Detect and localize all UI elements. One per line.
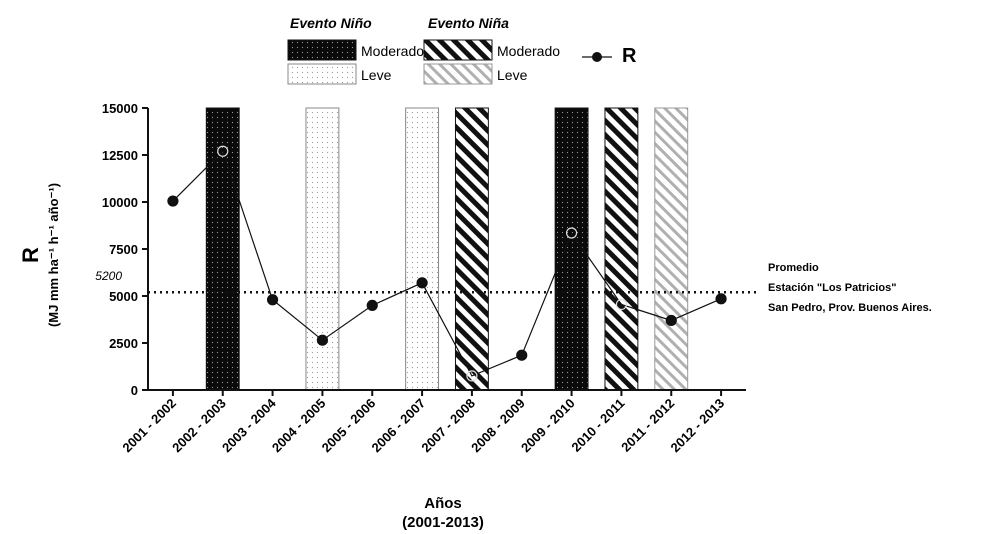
x-axis-subtitle: (2001-2013): [402, 514, 484, 531]
legend: Evento Niño Evento Niña Moderado Leve Mo…: [287, 15, 637, 85]
y-tick-label: 2500: [109, 336, 138, 351]
data-point: [516, 349, 528, 361]
data-point: [715, 293, 727, 305]
data-point: [366, 299, 378, 311]
legend-swatch-nino-leve: [287, 63, 357, 85]
event-bar-nino-moderado: [205, 107, 240, 391]
legend-nina-title: Evento Niña: [428, 15, 509, 31]
reference-note-line-2: Estación "Los Patricios": [768, 282, 896, 294]
y-tick-label: 15000: [102, 101, 138, 116]
y-tick-label: 7500: [109, 242, 138, 257]
event-bar-nina-leve: [654, 107, 689, 391]
legend-swatch-nina-moderado: [423, 39, 493, 61]
y-axis-units: (MJ mm ha⁻¹ h⁻¹ año⁻¹): [46, 183, 61, 327]
event-bar-nina-moderado: [454, 107, 489, 391]
series-r: [167, 145, 727, 382]
legend-series-label: R: [622, 45, 637, 67]
legend-label-nina-leve: Leve: [497, 67, 528, 83]
data-point: [466, 370, 478, 382]
legend-label-nino-leve: Leve: [361, 67, 392, 83]
reference-line-label: 5200: [95, 269, 122, 283]
reference-line-group: 5200: [95, 269, 760, 294]
data-point: [316, 334, 329, 346]
event-bars: [205, 107, 689, 391]
reference-note-line-3: San Pedro, Prov. Buenos Aires.: [768, 302, 932, 314]
event-bar-nina-moderado: [604, 107, 639, 391]
data-point: [217, 145, 229, 157]
event-bar-nino-leve: [305, 107, 340, 391]
x-tick-label: 2012 - 2013: [668, 396, 728, 456]
legend-nino-title: Evento Niño: [290, 15, 372, 31]
y-tick-label: 5000: [109, 289, 138, 304]
x-axis-title: Años: [424, 495, 462, 512]
data-point: [615, 298, 628, 311]
event-bar-nino-leve: [405, 107, 440, 391]
legend-swatch-nino-moderado: [287, 39, 357, 61]
data-point: [167, 195, 179, 207]
y-tick-label: 0: [131, 383, 138, 398]
legend-swatch-nina-leve: [423, 63, 493, 85]
legend-series-marker: [592, 52, 602, 62]
data-point: [665, 314, 677, 327]
x-tick-label: 2009 - 2010: [518, 396, 578, 456]
series-line: [172, 150, 722, 377]
reference-note-line-1: Promedio: [768, 262, 819, 274]
y-tick-label: 10000: [102, 195, 138, 210]
reference-note: Promedio Estación "Los Patricios" San Pe…: [768, 262, 932, 314]
data-point: [565, 227, 578, 239]
data-point: [416, 277, 428, 289]
data-point: [266, 294, 279, 306]
legend-label-nina-moderado: Moderado: [497, 43, 560, 59]
y-tick-label: 12500: [102, 148, 138, 163]
y-ticks: 0 2500 5000 7500 10000 12500 15000: [102, 101, 148, 398]
y-axis-title: R: [18, 247, 43, 263]
legend-label-nino-moderado: Moderado: [361, 43, 424, 59]
